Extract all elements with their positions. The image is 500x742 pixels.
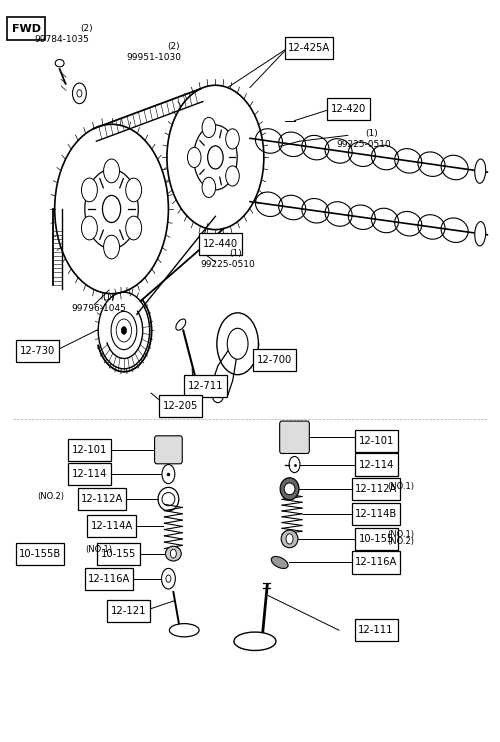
Text: 12-111: 12-111: [358, 626, 394, 635]
Text: 10-155: 10-155: [358, 534, 394, 544]
FancyBboxPatch shape: [88, 516, 136, 537]
Ellipse shape: [272, 556, 288, 568]
FancyBboxPatch shape: [154, 436, 182, 464]
Ellipse shape: [474, 222, 486, 246]
Text: 12-101: 12-101: [72, 444, 107, 455]
Ellipse shape: [280, 478, 299, 500]
Text: FWD: FWD: [12, 24, 41, 33]
Text: 12-114: 12-114: [358, 459, 394, 470]
Circle shape: [226, 166, 239, 186]
Circle shape: [104, 235, 120, 259]
Ellipse shape: [55, 59, 64, 67]
FancyBboxPatch shape: [16, 340, 59, 362]
Text: 12-121: 12-121: [111, 606, 146, 616]
Polygon shape: [210, 344, 238, 399]
Text: (NO.1): (NO.1): [387, 530, 414, 539]
Text: (NO.2): (NO.2): [38, 493, 64, 502]
Text: 12-116A: 12-116A: [88, 574, 130, 584]
Text: (2): (2): [167, 42, 179, 51]
Ellipse shape: [166, 546, 182, 561]
Circle shape: [82, 178, 98, 202]
Circle shape: [228, 328, 248, 359]
FancyBboxPatch shape: [328, 98, 370, 120]
Circle shape: [188, 148, 201, 168]
Circle shape: [126, 216, 142, 240]
FancyBboxPatch shape: [68, 439, 111, 461]
FancyBboxPatch shape: [16, 542, 64, 565]
Ellipse shape: [176, 319, 186, 330]
FancyBboxPatch shape: [184, 375, 227, 397]
Text: 10-155B: 10-155B: [19, 548, 61, 559]
Text: 12-114: 12-114: [72, 469, 107, 479]
Circle shape: [122, 326, 126, 335]
FancyBboxPatch shape: [280, 421, 310, 453]
Ellipse shape: [234, 632, 276, 651]
Text: 12-112A: 12-112A: [80, 494, 123, 504]
Text: 12-730: 12-730: [20, 346, 55, 356]
Text: (NO.1): (NO.1): [86, 545, 112, 554]
Circle shape: [202, 117, 215, 137]
Ellipse shape: [281, 530, 298, 548]
Circle shape: [226, 129, 239, 149]
FancyBboxPatch shape: [352, 503, 400, 525]
Text: 12-116A: 12-116A: [355, 557, 398, 568]
Text: 12-101: 12-101: [358, 436, 394, 446]
Text: (1): (1): [229, 249, 241, 257]
FancyBboxPatch shape: [354, 430, 398, 452]
Text: 99951-1030: 99951-1030: [126, 53, 181, 62]
Text: 12-425A: 12-425A: [288, 44, 331, 53]
Circle shape: [212, 385, 224, 403]
Text: 12-114A: 12-114A: [90, 522, 132, 531]
Text: 99784-1035: 99784-1035: [34, 35, 90, 44]
Text: (NO.1): (NO.1): [387, 482, 414, 491]
Circle shape: [208, 146, 223, 169]
Circle shape: [82, 216, 98, 240]
FancyBboxPatch shape: [354, 453, 398, 476]
Circle shape: [111, 312, 137, 349]
Ellipse shape: [474, 159, 486, 183]
Circle shape: [126, 178, 142, 202]
FancyBboxPatch shape: [354, 619, 398, 641]
Circle shape: [104, 159, 120, 183]
Text: 12-440: 12-440: [203, 240, 238, 249]
Circle shape: [202, 177, 215, 197]
FancyBboxPatch shape: [352, 551, 400, 574]
FancyBboxPatch shape: [253, 349, 296, 371]
Text: (1): (1): [365, 128, 378, 137]
FancyBboxPatch shape: [160, 395, 202, 417]
Circle shape: [170, 549, 176, 558]
FancyBboxPatch shape: [78, 488, 126, 510]
Text: 12-114B: 12-114B: [355, 509, 397, 519]
FancyBboxPatch shape: [98, 542, 140, 565]
FancyBboxPatch shape: [352, 478, 400, 500]
Text: 10-155: 10-155: [102, 548, 136, 559]
Text: 99225-0510: 99225-0510: [200, 260, 255, 269]
FancyBboxPatch shape: [285, 37, 334, 59]
Text: 99796-1045: 99796-1045: [72, 304, 126, 313]
Circle shape: [286, 533, 293, 544]
Circle shape: [102, 195, 120, 223]
FancyBboxPatch shape: [199, 233, 242, 255]
Text: 12-112A: 12-112A: [355, 484, 398, 494]
Text: (2): (2): [80, 24, 93, 33]
Text: 99225-0510: 99225-0510: [336, 139, 391, 148]
Ellipse shape: [284, 483, 295, 495]
Text: (1): (1): [102, 293, 116, 302]
FancyBboxPatch shape: [85, 568, 133, 590]
Text: 12-711: 12-711: [188, 381, 223, 391]
Text: 12-205: 12-205: [163, 401, 198, 410]
FancyBboxPatch shape: [354, 528, 398, 550]
Ellipse shape: [170, 623, 199, 637]
FancyBboxPatch shape: [7, 17, 46, 40]
FancyBboxPatch shape: [68, 463, 111, 485]
Text: 12-700: 12-700: [257, 355, 292, 365]
Text: (NO.2): (NO.2): [387, 537, 414, 546]
Text: 12-420: 12-420: [332, 104, 366, 114]
FancyBboxPatch shape: [108, 600, 150, 622]
